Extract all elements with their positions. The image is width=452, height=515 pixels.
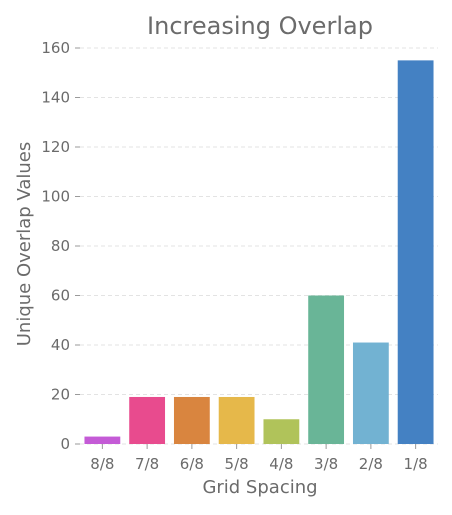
y-tick-label: 140 xyxy=(41,89,70,107)
y-tick-label: 60 xyxy=(51,287,70,305)
chart-title: Increasing Overlap xyxy=(147,12,373,40)
bar-6-8 xyxy=(173,396,210,444)
y-tick-label: 0 xyxy=(60,435,70,453)
bar-1-8 xyxy=(397,60,434,444)
x-tick-label: 8/8 xyxy=(90,455,114,473)
x-tick-label: 4/8 xyxy=(269,455,293,473)
x-tick-label: 5/8 xyxy=(225,455,249,473)
x-tick-label: 1/8 xyxy=(404,455,428,473)
y-tick-label: 20 xyxy=(51,386,70,404)
y-tick-label: 40 xyxy=(51,336,70,354)
x-tick-label: 3/8 xyxy=(314,455,338,473)
bar-4-8 xyxy=(263,419,300,444)
bar-8-8 xyxy=(84,436,121,444)
bar-7-8 xyxy=(129,396,166,444)
y-tick-label: 100 xyxy=(41,188,70,206)
x-axis-label: Grid Spacing xyxy=(202,477,317,498)
x-tick-label: 2/8 xyxy=(359,455,383,473)
x-tick-label: 7/8 xyxy=(135,455,159,473)
bar-3-8 xyxy=(308,295,345,444)
y-tick-label: 160 xyxy=(41,39,70,57)
bar-2-8 xyxy=(352,342,389,444)
x-axis-ticks: 8/8 7/8 6/8 5/8 4/8 3/8 2/8 1/8 xyxy=(90,444,428,473)
x-tick-label: 6/8 xyxy=(180,455,204,473)
y-axis-ticks: 0 20 40 60 80 100 120 140 160 xyxy=(41,39,80,453)
y-tick-label: 80 xyxy=(51,237,70,255)
bar-5-8 xyxy=(218,396,255,444)
y-tick-label: 120 xyxy=(41,138,70,156)
y-axis-label: Unique Overlap Values xyxy=(14,142,35,347)
bars xyxy=(84,60,434,444)
grid-lines xyxy=(80,47,438,445)
